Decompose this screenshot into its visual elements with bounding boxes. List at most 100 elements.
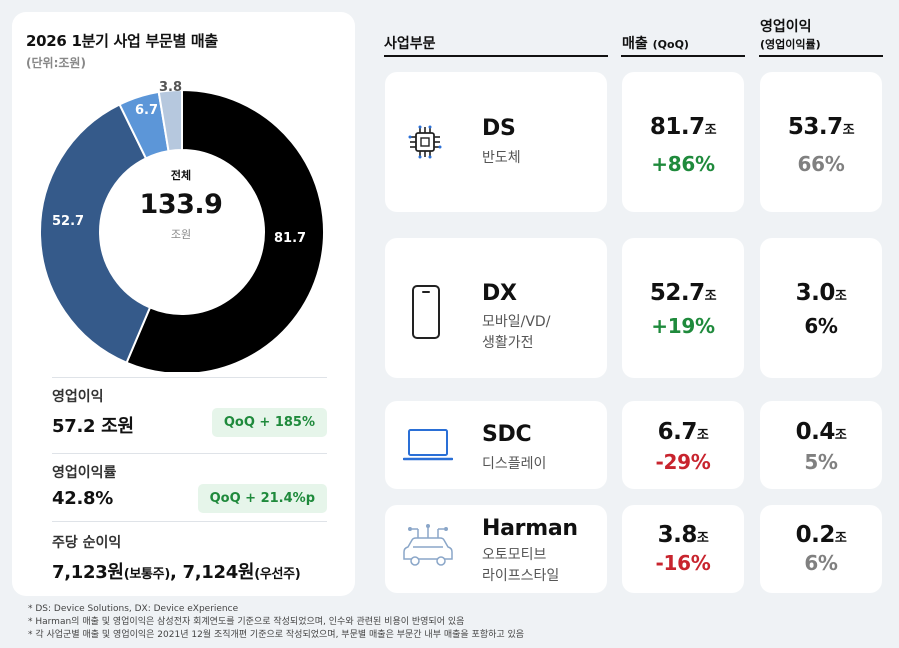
divider: [52, 377, 327, 378]
segment-code: DX: [482, 281, 517, 306]
metric-value: 57.2 조원: [52, 416, 134, 437]
header-rule: [621, 55, 745, 57]
total-unit: 조원: [170, 228, 192, 241]
divider: [52, 453, 327, 454]
donut-slice-dx: [39, 103, 152, 365]
footnotes: * DS: Device Solutions, DX: Device eXper…: [28, 603, 524, 642]
segment-desc: 디스플레이: [482, 456, 547, 472]
metric-value: 42.8%: [52, 488, 113, 509]
header-revenue-label: 매출: [622, 36, 648, 52]
eps-preferred: 7,124원: [182, 562, 255, 583]
revenue-number: 3.8: [657, 522, 698, 548]
revenue-unit: 조: [696, 531, 709, 546]
total-value: 133.9: [139, 189, 223, 220]
revenue-value: 6.7조: [622, 419, 744, 445]
smartphone-icon: [412, 285, 440, 339]
eps-common-unit: (보통주): [123, 567, 171, 582]
segment-desc-line: 생활가전: [482, 335, 534, 351]
footnote: * DS: Device Solutions, DX: Device eXper…: [28, 604, 239, 614]
donut-center: 전체 133.9 조원: [121, 167, 241, 242]
unit-label: (단위:조원): [26, 56, 86, 70]
total-label: 전체: [170, 169, 192, 182]
slice-label-dx: 52.7: [52, 214, 85, 229]
op-value: 53.7조: [760, 114, 882, 140]
segment-card-sdc: SDC 디스플레이: [385, 401, 607, 489]
chip-icon: [408, 125, 442, 159]
qoq-change: -29%: [655, 450, 711, 474]
segment-desc-line: 라이프스타일: [482, 568, 560, 584]
connected-car-icon: [403, 524, 453, 566]
qoq-change: +19%: [651, 314, 715, 338]
donut-slice-harman: [157, 88, 183, 153]
op-card-harman: 0.2조 6%: [760, 505, 882, 593]
qoq-change: -16%: [655, 551, 711, 575]
segment-code: Harman: [482, 516, 578, 541]
segment-card-ds: DS 반도체: [385, 72, 607, 212]
qoq-badge: QoQ + 21.4%p: [197, 484, 327, 513]
metric-label: 영업이익률: [52, 465, 117, 481]
header-revenue-sub: (QoQ): [652, 38, 689, 51]
segment-desc-line: 오토모티브: [482, 547, 547, 563]
footnote: * Harman의 매출 및 영업이익은 삼성전자 회계연도를 기준으로 작성되…: [28, 617, 465, 627]
revenue-summary-panel: 2026 1분기 사업 부문별 매출 (단위:조원) 81.7 52.7 6.7…: [12, 12, 355, 596]
header-segment: 사업부문: [384, 36, 436, 52]
divider: [52, 521, 327, 522]
op-value: 3.0조: [760, 280, 882, 306]
segment-desc: 오토모티브 라이프스타일: [482, 545, 559, 587]
revenue-number: 6.7: [657, 419, 698, 445]
slice-label-sdc: 6.7: [135, 103, 159, 118]
metric-label: 영업이익: [52, 389, 104, 405]
header-revenue: 매출 (QoQ): [622, 33, 689, 53]
op-margin: 6%: [804, 314, 838, 338]
op-card-dx: 3.0조 6%: [760, 238, 882, 378]
header-op-sub: (영업이익률): [760, 38, 821, 51]
metric-eps: 주당 순이익 7,123원(보통주), 7,124원(우선주): [52, 532, 352, 592]
op-margin: 66%: [797, 152, 845, 176]
segment-desc: 모바일/VD/ 생활가전: [482, 312, 550, 354]
revenue-unit: 조: [704, 123, 717, 138]
segment-card-dx: DX 모바일/VD/ 생활가전: [385, 238, 607, 378]
donut-slice-ds: [125, 88, 325, 372]
segment-card-harman: Harman 오토모티브 라이프스타일: [385, 505, 607, 593]
revenue-number: 52.7: [649, 280, 705, 306]
op-value: 0.2조: [760, 522, 882, 548]
slice-label-ds: 81.7: [274, 231, 307, 246]
eps-separator: ,: [169, 562, 183, 583]
revenue-card-sdc: 6.7조 -29%: [622, 401, 744, 489]
op-number: 3.0: [795, 280, 836, 306]
header-op-label: 영업이익: [760, 19, 812, 35]
segment-desc: 반도체: [482, 150, 521, 166]
eps-preferred-unit: (우선주): [254, 567, 301, 582]
segment-code: SDC: [482, 422, 532, 447]
footnote: * 각 사업군별 매출 및 영업이익은 2021년 12월 조직개편 기준으로 …: [28, 630, 525, 640]
qoq-badge: QoQ + 185%: [211, 408, 327, 437]
donut-svg: [39, 88, 325, 372]
donut-chart: 81.7 52.7 6.7 3.8 전체 133.9 조원: [12, 12, 355, 372]
revenue-value: 81.7조: [622, 114, 744, 140]
metric-label: 주당 순이익: [52, 535, 122, 551]
revenue-number: 81.7: [649, 114, 705, 140]
panel-title: 2026 1분기 사업 부문별 매출: [26, 32, 218, 50]
op-margin: 6%: [804, 551, 838, 575]
metric-operating-profit: 영업이익 57.2 조원 QoQ + 185%: [52, 386, 327, 446]
op-number: 0.4: [795, 419, 836, 445]
qoq-change: +86%: [651, 152, 715, 176]
revenue-value: 3.8조: [622, 522, 744, 548]
revenue-value: 52.7조: [622, 280, 744, 306]
eps-common: 7,123원: [52, 562, 124, 583]
header-op: 영업이익 (영업이익률): [760, 16, 821, 52]
revenue-card-dx: 52.7조 +19%: [622, 238, 744, 378]
header-rule: [384, 55, 608, 57]
op-unit: 조: [842, 123, 855, 138]
segment-desc-line: 모바일/VD/: [482, 314, 551, 330]
metric-operating-margin: 영업이익률 42.8% QoQ + 21.4%p: [52, 462, 327, 522]
op-unit: 조: [834, 531, 847, 546]
op-card-sdc: 0.4조 5%: [760, 401, 882, 489]
revenue-unit: 조: [704, 289, 717, 304]
header-rule: [759, 55, 883, 57]
op-value: 0.4조: [760, 419, 882, 445]
laptop-icon: [403, 429, 453, 461]
op-card-ds: 53.7조 66%: [760, 72, 882, 212]
op-unit: 조: [834, 289, 847, 304]
op-number: 0.2: [795, 522, 836, 548]
